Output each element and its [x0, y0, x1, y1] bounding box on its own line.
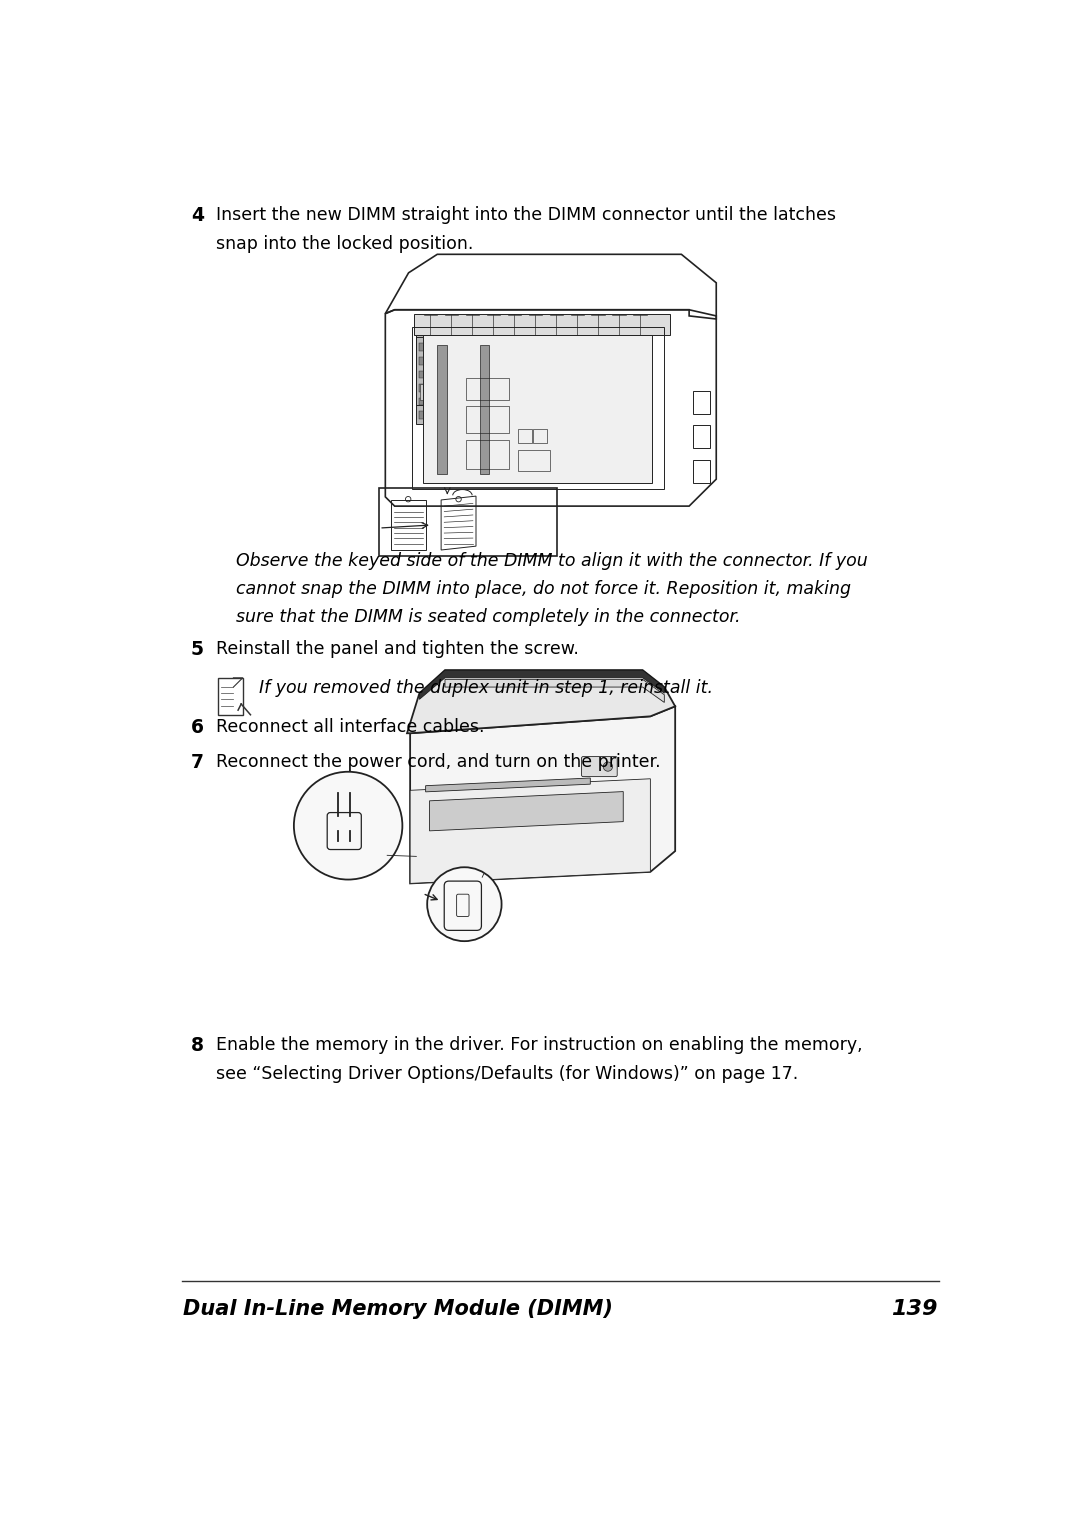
Polygon shape — [426, 778, 591, 792]
Text: 8: 8 — [191, 1035, 204, 1055]
Text: Reconnect the power cord, and turn on the printer.: Reconnect the power cord, and turn on th… — [216, 752, 661, 771]
Bar — [437, 346, 446, 474]
Bar — [693, 460, 710, 483]
Bar — [416, 335, 444, 424]
Text: 139: 139 — [891, 1300, 937, 1320]
Bar — [458, 896, 468, 914]
Text: If you removed the duplex unit in step 1, reinstall it.: If you removed the duplex unit in step 1… — [259, 679, 713, 697]
Bar — [693, 425, 710, 448]
Circle shape — [428, 867, 501, 942]
Bar — [419, 411, 441, 419]
Bar — [517, 430, 531, 443]
Bar — [465, 407, 509, 433]
Bar — [419, 344, 441, 352]
Text: Reconnect all interface cables.: Reconnect all interface cables. — [216, 717, 485, 735]
Text: Observe the keyed side of the DIMM to align it with the connector. If you: Observe the keyed side of the DIMM to al… — [235, 552, 867, 570]
Text: 7: 7 — [191, 752, 204, 772]
Bar — [419, 370, 441, 378]
Text: 5: 5 — [191, 641, 204, 659]
Bar — [419, 356, 441, 364]
Polygon shape — [410, 778, 650, 884]
Bar — [420, 384, 442, 401]
Circle shape — [604, 761, 612, 771]
Text: Reinstall the panel and tighten the screw.: Reinstall the panel and tighten the scre… — [216, 641, 579, 657]
Text: cannot snap the DIMM into place, do not force it. Reposition it, making: cannot snap the DIMM into place, do not … — [235, 579, 851, 598]
Bar — [480, 346, 489, 474]
Polygon shape — [430, 792, 623, 830]
Bar — [416, 338, 458, 405]
Bar — [411, 327, 663, 489]
FancyBboxPatch shape — [581, 757, 617, 777]
Text: Insert the new DIMM straight into the DIMM connector until the latches: Insert the new DIMM straight into the DI… — [216, 206, 836, 223]
Text: sure that the DIMM is seated completely in the connector.: sure that the DIMM is seated completely … — [235, 607, 740, 625]
Bar — [693, 390, 710, 414]
Bar — [465, 440, 509, 469]
Text: 6: 6 — [191, 717, 204, 737]
Bar — [419, 398, 441, 405]
Bar — [517, 450, 551, 471]
Bar — [419, 384, 441, 391]
Polygon shape — [410, 706, 675, 884]
Polygon shape — [419, 670, 664, 699]
Bar — [423, 335, 652, 483]
Text: snap into the locked position.: snap into the locked position. — [216, 235, 474, 254]
Bar — [414, 313, 670, 335]
Bar — [465, 378, 509, 401]
Bar — [391, 500, 426, 550]
Text: Dual In-Line Memory Module (DIMM): Dual In-Line Memory Module (DIMM) — [183, 1300, 613, 1320]
Bar — [534, 430, 548, 443]
Text: Enable the memory in the driver. For instruction on enabling the memory,: Enable the memory in the driver. For ins… — [216, 1035, 863, 1053]
Text: 4: 4 — [191, 206, 204, 225]
Text: see “Selecting Driver Options/Defaults (for Windows)” on page 17.: see “Selecting Driver Options/Defaults (… — [216, 1066, 798, 1083]
Polygon shape — [445, 679, 664, 702]
Bar — [218, 677, 243, 714]
Circle shape — [294, 772, 403, 879]
Polygon shape — [407, 670, 675, 734]
